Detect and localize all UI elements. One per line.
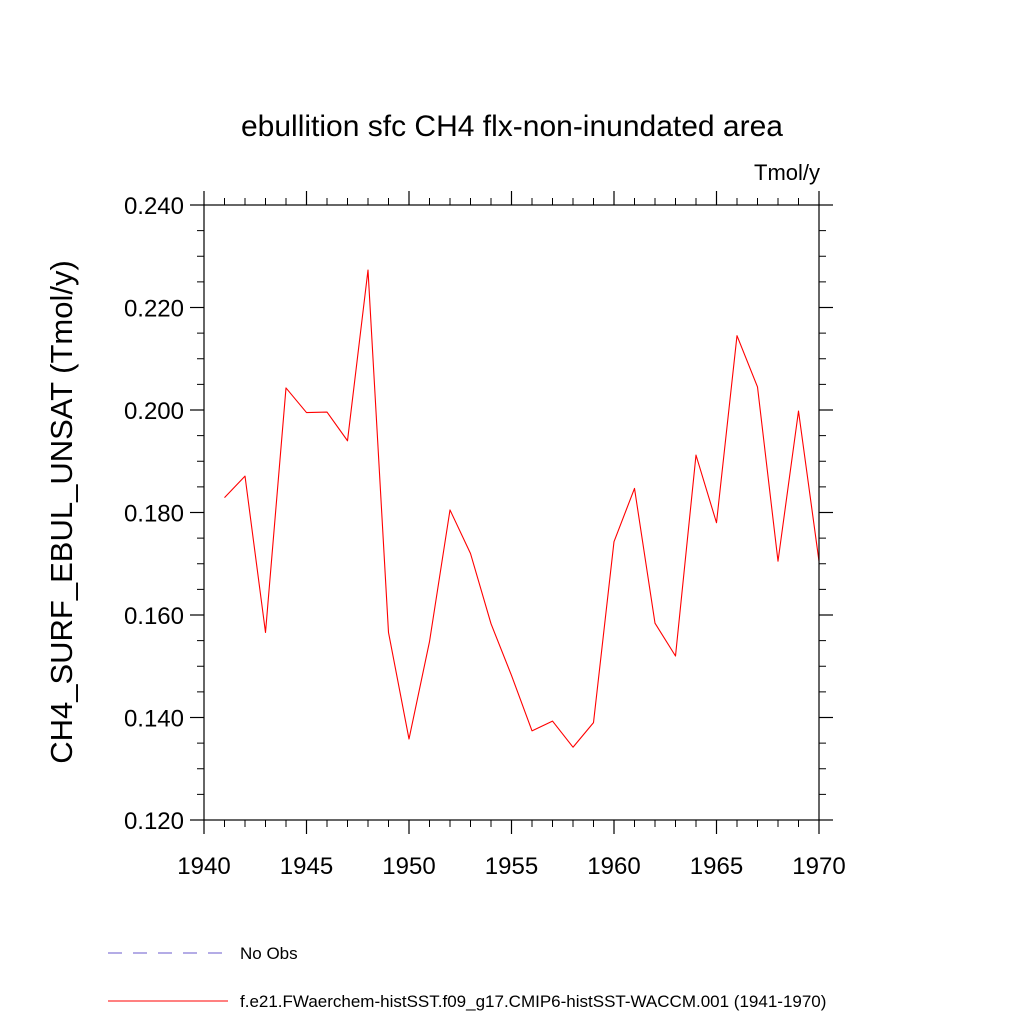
x-tick-label: 1945 bbox=[280, 853, 333, 880]
y-tick-label: 0.140 bbox=[124, 706, 184, 733]
legend-label-no-obs: No Obs bbox=[240, 944, 298, 963]
y-axis-label: CH4_SURF_EBUL_UNSAT (Tmol/y) bbox=[44, 260, 79, 764]
axis-ticks: 1940 1945 1950 1955 1960 1965 1970 0.120 0.140 0.… bbox=[124, 191, 846, 880]
y-tick-label: 0.180 bbox=[124, 501, 184, 528]
y-tick-label: 0.160 bbox=[124, 603, 184, 630]
y-tick-label: 0.240 bbox=[124, 193, 184, 220]
x-tick-label: 1950 bbox=[382, 853, 435, 880]
x-tick-label: 1965 bbox=[690, 853, 743, 880]
series-line-1 bbox=[224, 269, 820, 748]
x-tick-label: 1960 bbox=[587, 853, 640, 880]
y-tick-label: 0.200 bbox=[124, 398, 184, 425]
y-tick-label: 0.120 bbox=[124, 808, 184, 835]
series-layer bbox=[224, 269, 820, 748]
units-label: Tmol/y bbox=[754, 160, 820, 185]
chart-title: ebullition sfc CH4 flx-non-inundated are… bbox=[241, 110, 783, 143]
legend: No Obs f.e21.FWaerchem-histSST.f09_g17.C… bbox=[108, 944, 826, 1011]
x-tick-label: 1940 bbox=[177, 853, 230, 880]
x-tick-label: 1970 bbox=[792, 853, 845, 880]
legend-label-model: f.e21.FWaerchem-histSST.f09_g17.CMIP6-hi… bbox=[240, 992, 826, 1011]
x-tick-label: 1955 bbox=[485, 853, 538, 880]
plot-frame bbox=[203, 204, 820, 821]
y-tick-label: 0.220 bbox=[124, 296, 184, 323]
